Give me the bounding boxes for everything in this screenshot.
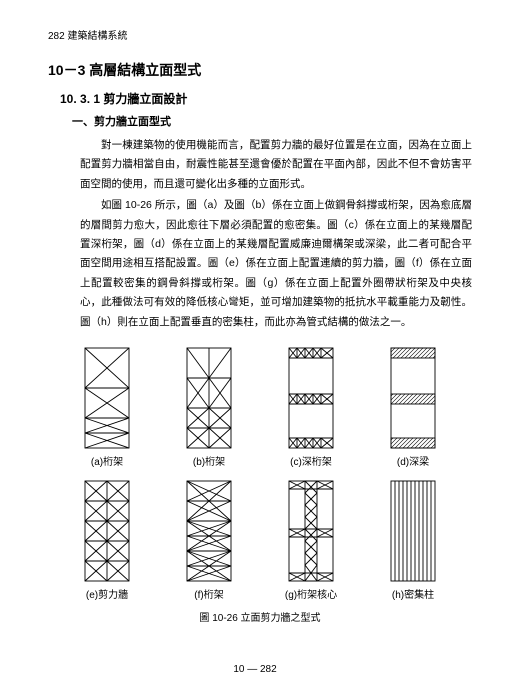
fig-f-label: (f)桁架 [194,587,223,604]
subsubsection-title: 一、剪力牆立面型式 [72,113,472,132]
subsection-title: 10. 3. 1 剪力牆立面設計 [60,89,472,109]
fig-e: (e)剪力牆 [81,477,133,604]
diagram-d-icon [387,344,439,452]
diagram-a-icon [81,344,133,452]
fig-c: (c)深桁架 [285,344,337,471]
figure-caption: 圖 10-26 立面剪力牆之型式 [48,610,472,627]
diagram-f-icon [183,477,235,585]
page-header: 282 建築結構系統 [48,28,472,45]
fig-h: (h)密集柱 [387,477,439,604]
paragraph-1: 對一棟建築物的使用機能而言，配置剪力牆的最好位置是在立面，因為在立面上配置剪力牆… [80,136,472,194]
fig-a-label: (a)桁架 [91,454,123,471]
fig-g: (g)桁架核心 [285,477,337,604]
fig-e-label: (e)剪力牆 [86,587,128,604]
fig-g-label: (g)桁架核心 [285,587,337,604]
fig-c-label: (c)深桁架 [290,454,332,471]
fig-d-label: (d)深梁 [397,454,429,471]
diagram-g-icon [285,477,337,585]
diagram-b-icon [183,344,235,452]
page-footer: 10 — 282 [0,661,510,678]
diagram-h-icon [387,477,439,585]
figure-grid: (a)桁架 [48,344,472,604]
fig-b: (b)桁架 [183,344,235,471]
fig-h-label: (h)密集柱 [392,587,434,604]
fig-d: (d)深梁 [387,344,439,471]
paragraph-2: 如圖 10-26 所示，圖（a）及圖（b）係在立面上做鋼骨斜撐或桁架，因為愈底層… [80,196,472,332]
fig-b-label: (b)桁架 [193,454,225,471]
diagram-c-icon [285,344,337,452]
diagram-e-icon [81,477,133,585]
fig-a: (a)桁架 [81,344,133,471]
fig-f: (f)桁架 [183,477,235,604]
section-title: 10－3 高層結構立面型式 [48,59,472,83]
